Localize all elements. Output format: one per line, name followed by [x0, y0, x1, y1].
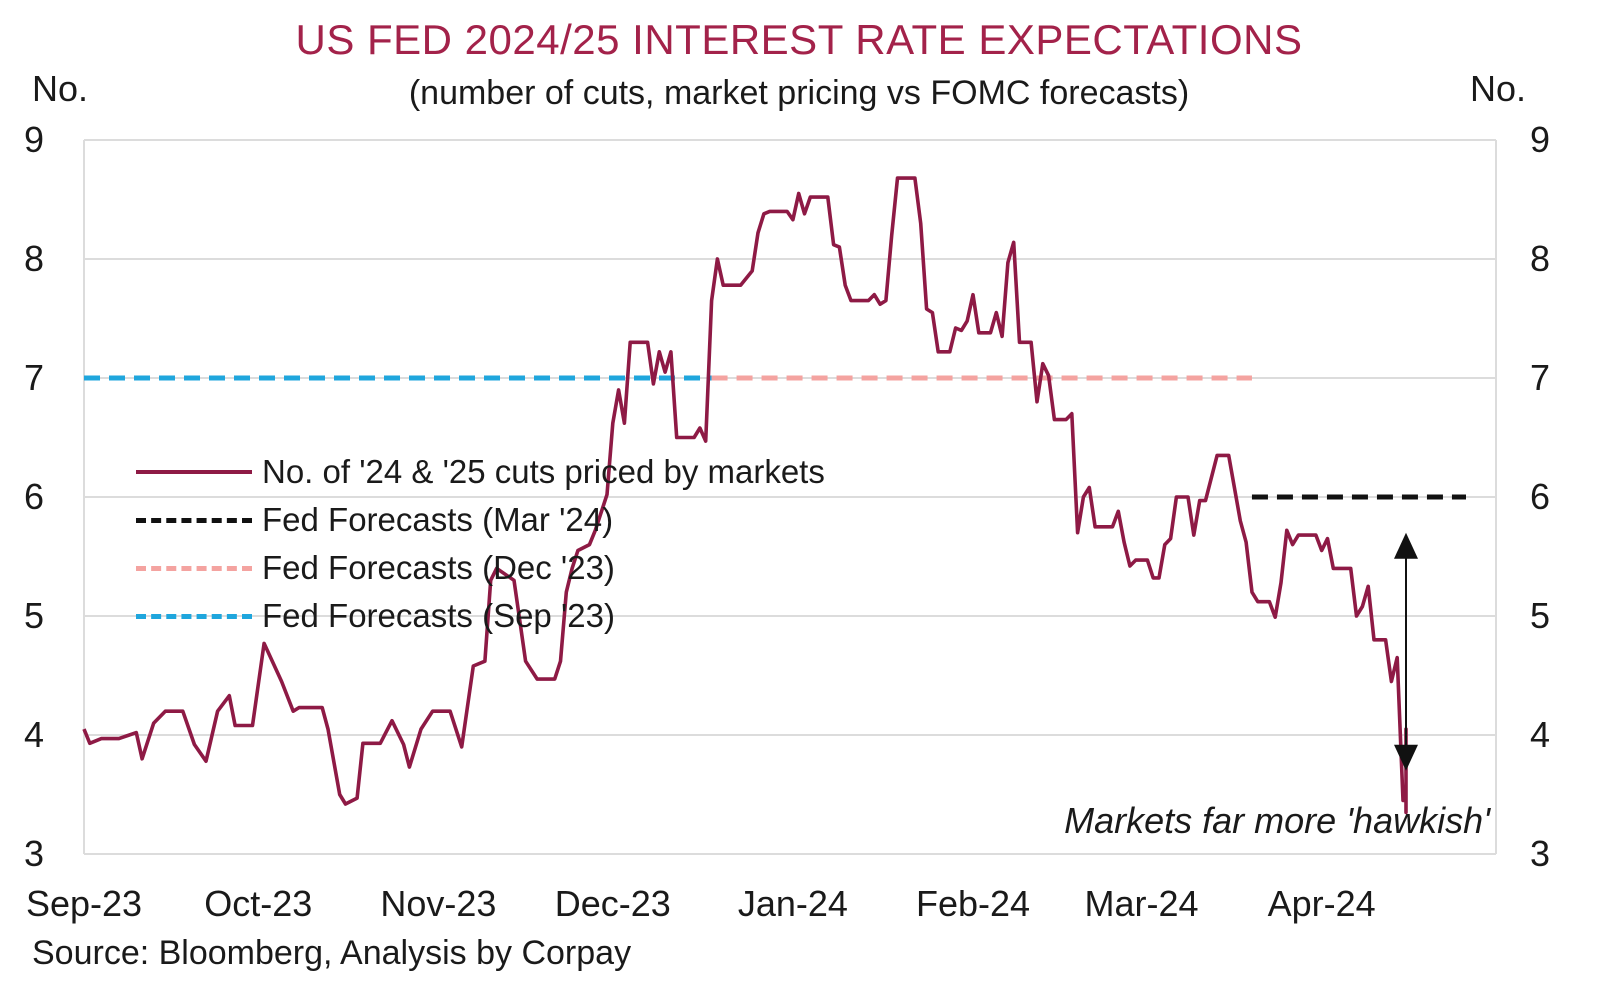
y-tick-left-6: 6 [24, 476, 45, 517]
arrow-head-down [1394, 744, 1418, 771]
legend-item-4: Fed Forecasts (Sep '23) [136, 592, 825, 640]
legend-label-2: Fed Forecasts (Mar '24) [262, 501, 614, 538]
legend-item-3: Fed Forecasts (Dec '23) [136, 544, 825, 592]
chart-subtitle: (number of cuts, market pricing vs FOMC … [408, 74, 1190, 112]
y-tick-right-6: 6 [1530, 476, 1551, 517]
legend-swatch-1 [136, 470, 252, 474]
y-tick-right-7: 7 [1530, 357, 1551, 398]
x-tick-Jan-24: Jan-24 [737, 883, 848, 924]
y-axis-label-left: No. [32, 68, 89, 109]
legend-label-4: Fed Forecasts (Sep '23) [262, 597, 615, 634]
forecast-lines [84, 375, 1466, 500]
x-tick-Feb-24: Feb-24 [915, 883, 1031, 924]
y-tick-right-4: 4 [1530, 714, 1551, 755]
y-tick-left-7: 7 [24, 357, 45, 398]
x-tick-Apr-24: Apr-24 [1267, 883, 1376, 924]
y-tick-left-3: 3 [24, 833, 45, 874]
y-tick-right-8: 8 [1530, 238, 1551, 279]
y-tick-left-9: 9 [24, 119, 45, 160]
x-tick-Mar-24: Mar-24 [1084, 883, 1199, 924]
y-tick-left-5: 5 [24, 595, 45, 636]
y-tick-right-3: 3 [1530, 833, 1551, 874]
y-tick-right-9: 9 [1530, 119, 1551, 160]
series-line-market-pricing [82, 176, 1408, 815]
annotation-hawkish: Markets far more 'hawkish' [1064, 800, 1490, 841]
legend-item-2: Fed Forecasts (Mar '24) [136, 496, 825, 544]
gap-arrow [1394, 532, 1418, 771]
legend-label-3: Fed Forecasts (Dec '23) [262, 549, 615, 586]
legend-label-1: No. of '24 & '25 cuts priced by markets [262, 453, 825, 490]
market-pricing-series [82, 176, 1408, 815]
x-tick-Oct-23: Oct-23 [204, 883, 313, 924]
y-tick-left-8: 8 [24, 238, 45, 279]
y-tick-right-5: 5 [1530, 595, 1551, 636]
x-tick-Dec-23: Dec-23 [554, 883, 671, 924]
x-tick-Sep-23: Sep-23 [25, 883, 143, 924]
y-axis-label-right: No. [1470, 68, 1527, 109]
legend: No. of '24 & '25 cuts priced by markets F… [136, 448, 825, 640]
source-note: Source: Bloomberg, Analysis by Corpay [32, 934, 632, 972]
x-tick-Nov-23: Nov-23 [380, 883, 497, 924]
legend-swatch-3 [136, 565, 252, 571]
legend-item-1: No. of '24 & '25 cuts priced by markets [136, 448, 825, 496]
chart-title: US FED 2024/25 INTEREST RATE EXPECTATION… [295, 16, 1303, 63]
arrow-head-up [1394, 532, 1418, 559]
legend-swatch-2 [136, 517, 252, 523]
y-tick-left-4: 4 [24, 714, 45, 755]
legend-swatch-4 [136, 613, 252, 619]
